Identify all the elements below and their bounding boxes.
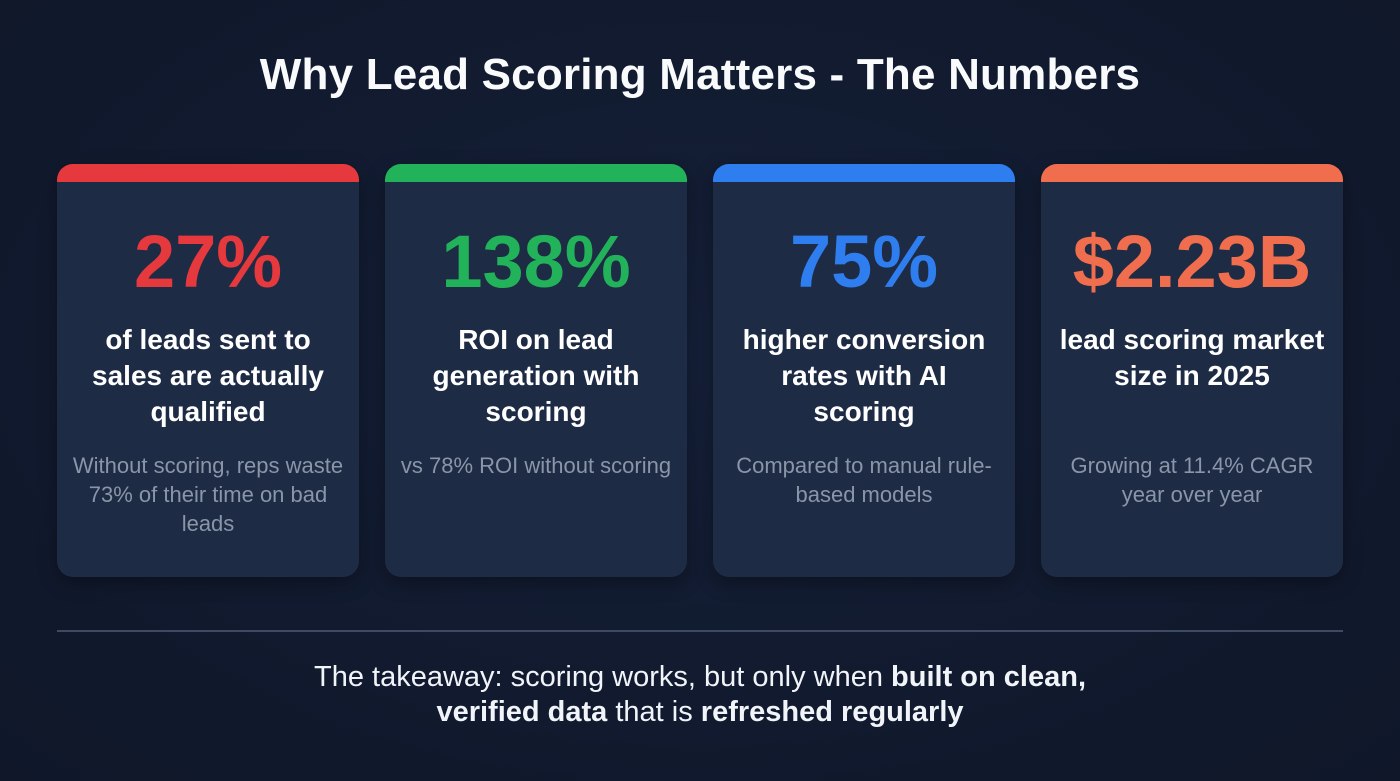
stat-value: 27%	[133, 220, 283, 303]
card-accent-bar	[1041, 164, 1343, 182]
takeaway-bold1: built on clean,	[891, 661, 1087, 693]
divider	[57, 630, 1343, 632]
stat-label: higher conversion rates with AI scoring	[742, 324, 986, 427]
stat-label: lead scoring market size in 2025	[1059, 324, 1325, 391]
stat-value: $2.23B	[1072, 220, 1312, 303]
stat-note: vs 78% ROI without scoring	[400, 453, 672, 478]
stat-value: 75%	[789, 220, 939, 303]
stat-cards: 27% of leads sent to sales are actually …	[57, 164, 1343, 577]
stat-value: 138%	[441, 220, 631, 303]
takeaway-part1: The takeaway: scoring works, but only wh…	[313, 661, 892, 693]
takeaway-bold2: verified data	[436, 696, 608, 728]
stat-card-qualified-leads: 27% of leads sent to sales are actually …	[57, 164, 359, 577]
stat-card-roi: 138% ROI on lead generation with scoring…	[385, 164, 687, 577]
stat-note: Growing at 11.4% CAGR year over year	[1070, 453, 1314, 507]
stat-label: ROI on lead generation with scoring	[432, 324, 640, 427]
card-accent-bar	[57, 164, 359, 182]
stat-card-market-size: $2.23B lead scoring market size in 2025 …	[1041, 164, 1343, 577]
card-accent-bar	[385, 164, 687, 182]
stat-note: Without scoring, reps waste 73% of their…	[72, 453, 344, 536]
stat-label: of leads sent to sales are actually qual…	[92, 324, 324, 427]
stat-card-conversion: 75% higher conversion rates with AI scor…	[713, 164, 1015, 577]
takeaway-part2: that is	[607, 696, 701, 728]
page-title: Why Lead Scoring Matters - The Numbers	[259, 50, 1141, 99]
stat-note: Compared to manual rule-based models	[736, 453, 992, 507]
takeaway-bold3: refreshed regularly	[700, 696, 964, 728]
takeaway-text: The takeaway: scoring works, but only wh…	[0, 660, 1400, 730]
card-accent-bar	[713, 164, 1015, 182]
